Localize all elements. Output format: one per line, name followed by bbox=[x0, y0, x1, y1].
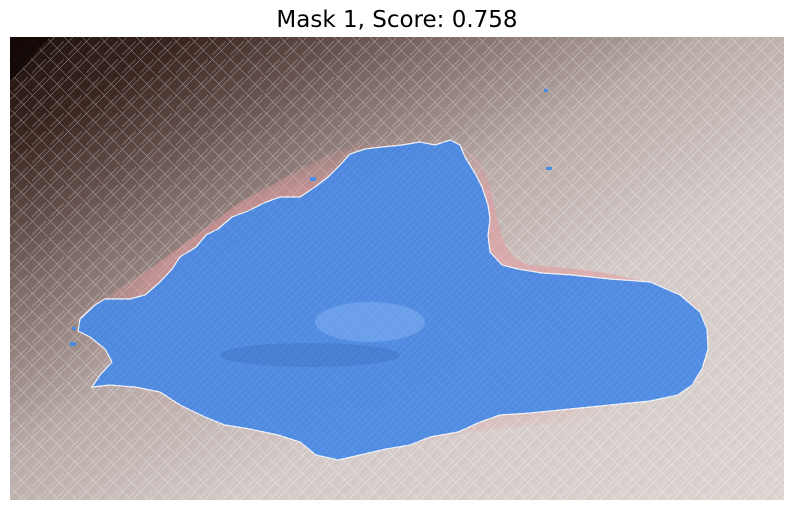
mask-speckle bbox=[546, 167, 552, 170]
mask-highlight bbox=[315, 302, 425, 342]
mask-speckle bbox=[72, 327, 76, 330]
segmentation-mask-texture bbox=[78, 140, 708, 460]
mask-shadow bbox=[220, 343, 400, 367]
skin-photo bbox=[10, 37, 784, 500]
mask-speckle bbox=[70, 342, 76, 346]
figure-title: Mask 1, Score: 0.758 bbox=[276, 7, 518, 33]
mask-speckle bbox=[310, 177, 316, 181]
skin-shadow-band bbox=[10, 37, 50, 82]
mask-speckle bbox=[544, 89, 548, 92]
skin-photo-svg bbox=[10, 37, 784, 500]
